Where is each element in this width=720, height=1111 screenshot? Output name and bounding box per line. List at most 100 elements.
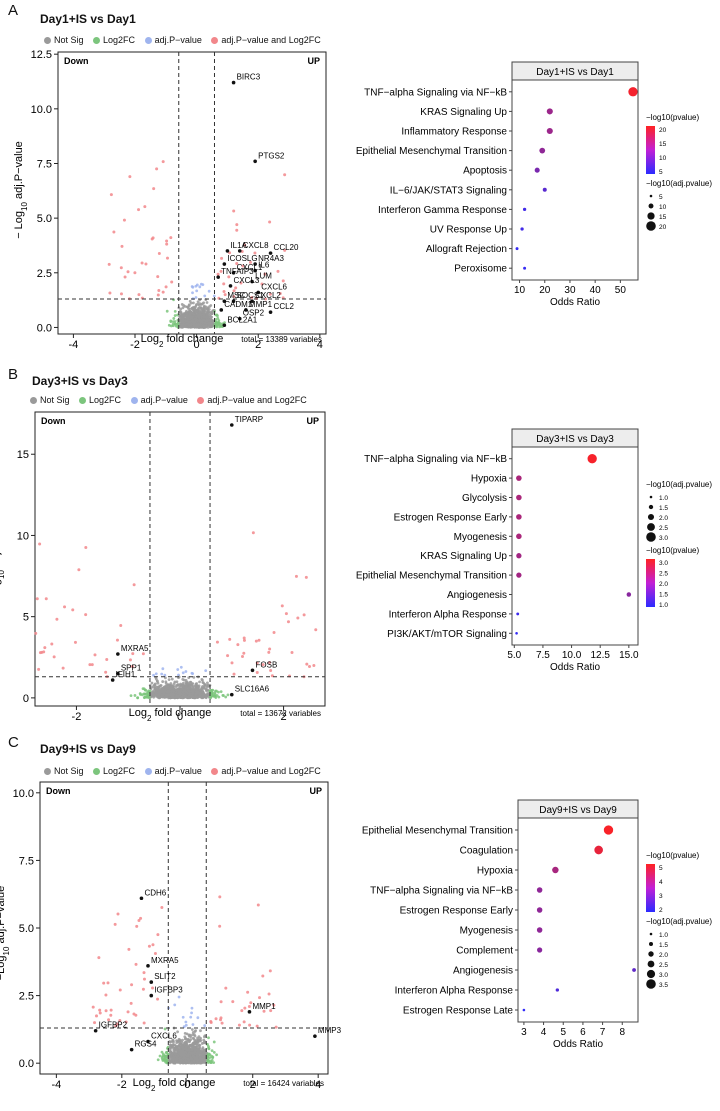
scatter-point [199,1053,203,1057]
size-legend-dot [649,942,653,946]
y-tick-label: 7.5 [19,855,34,867]
total-variables-label: total = 13672 variables [240,709,321,718]
panel-a: A Day1+IS vs Day1 Not Sig Log2FC adj.P−v… [0,0,720,362]
scatter-point [174,1049,178,1052]
scatter-point [109,1013,113,1017]
scatter-point [242,636,246,640]
scatter-point [135,924,139,928]
size-legend-dot [646,221,656,231]
scatter-point [202,1055,206,1059]
x-tick-label: 8 [619,1027,625,1038]
scatter-point [194,318,198,322]
scatter-point [169,686,173,690]
x-tick-label: 10.0 [562,650,582,661]
size-legend-dot [646,969,656,979]
scatter-point [202,1048,206,1052]
gene-label: RGS4 [135,1040,157,1049]
term-label: Angiogenesis [453,966,513,977]
scatter-point [165,1050,169,1054]
scatter-point [184,1020,188,1024]
scatter-point [170,684,174,688]
scatter-point [107,1018,111,1022]
term-label: KRAS Signaling Up [420,551,507,562]
color-legend-tick: 20 [659,127,667,134]
scatter-point [197,315,201,318]
scatter-point [149,686,153,689]
scatter-point [161,290,165,294]
scatter-point [209,315,213,319]
term-dot [516,494,522,501]
scatter-point [141,652,145,656]
scatter-point [190,1011,193,1015]
scatter-point [191,1031,195,1034]
color-legend-tick: 5 [659,865,663,872]
scatter-point [189,1038,193,1041]
scatter-point [173,696,177,699]
scatter-point [34,631,38,635]
scatter-point [214,318,218,321]
gene-point [110,678,115,682]
scatter-point [247,1005,251,1009]
scatter-point [236,643,240,647]
scatter-point [219,324,223,328]
scatter-point [196,1016,200,1020]
scatter-point [126,270,130,274]
term-dot [555,988,560,992]
scatter-point [173,309,177,313]
scatter-point [205,688,208,692]
scatter-point [183,305,187,308]
legend-item-both: adj.P−value and Log2FC [211,35,321,45]
scatter-point [170,677,174,681]
size-legend-dot [647,523,655,531]
scatter-point [165,239,169,243]
scatter-point [191,311,195,315]
x-axis-label: Log2 fold change [133,1077,216,1093]
scatter-point [237,1023,241,1027]
size-legend-tick: 1.5 [659,942,668,949]
x-axis-label: Odds Ratio [550,297,600,308]
down-label: Down [46,786,71,796]
gene-point [313,1034,317,1038]
term-dot [522,207,527,212]
scatter-point [181,1038,184,1042]
scatter-point [207,1036,210,1040]
scatter-point [190,1051,194,1055]
scatter-point [169,1043,173,1047]
scatter-point [187,307,190,310]
scatter-point [160,1050,164,1054]
gene-label: LUM [255,272,272,281]
scatter-point [169,1054,172,1057]
term-label: KRAS Signaling Up [420,107,507,118]
scatter-point [187,323,191,327]
scatter-point [155,167,159,171]
gene-label: CXCL1 [237,263,263,272]
scatter-point [152,689,156,693]
term-dot [539,147,546,154]
gene-label: BCL2A1 [227,315,257,324]
x-tick-label: 3 [521,1027,527,1038]
scatter-point [109,1008,113,1012]
color-legend-tick: 1.5 [659,592,668,599]
scatter-point [262,1009,266,1013]
scatter-point [251,531,255,535]
gene-label: ICOSLG [227,254,257,263]
scatter-point [281,279,285,283]
scatter-point [61,666,65,670]
up-label: UP [307,56,320,66]
scatter-point [115,1022,119,1026]
scatter-point [249,1001,253,1005]
scatter-point [192,305,195,309]
scatter-point [214,320,218,324]
y-tick-label: 10.0 [13,788,34,800]
scatter-point [153,952,157,956]
term-dot [516,553,522,559]
gene-label: MXRA5 [151,956,179,965]
scatter-point [268,220,272,224]
term-dot [522,1008,526,1012]
scatter-point [147,944,151,948]
scatter-point [160,688,164,691]
term-dot [515,247,519,251]
gene-label: IFIH1 [116,670,136,679]
x-tick-label: -2 [117,1079,127,1091]
enrichment-title: Day3+IS vs Day3 [536,434,614,445]
